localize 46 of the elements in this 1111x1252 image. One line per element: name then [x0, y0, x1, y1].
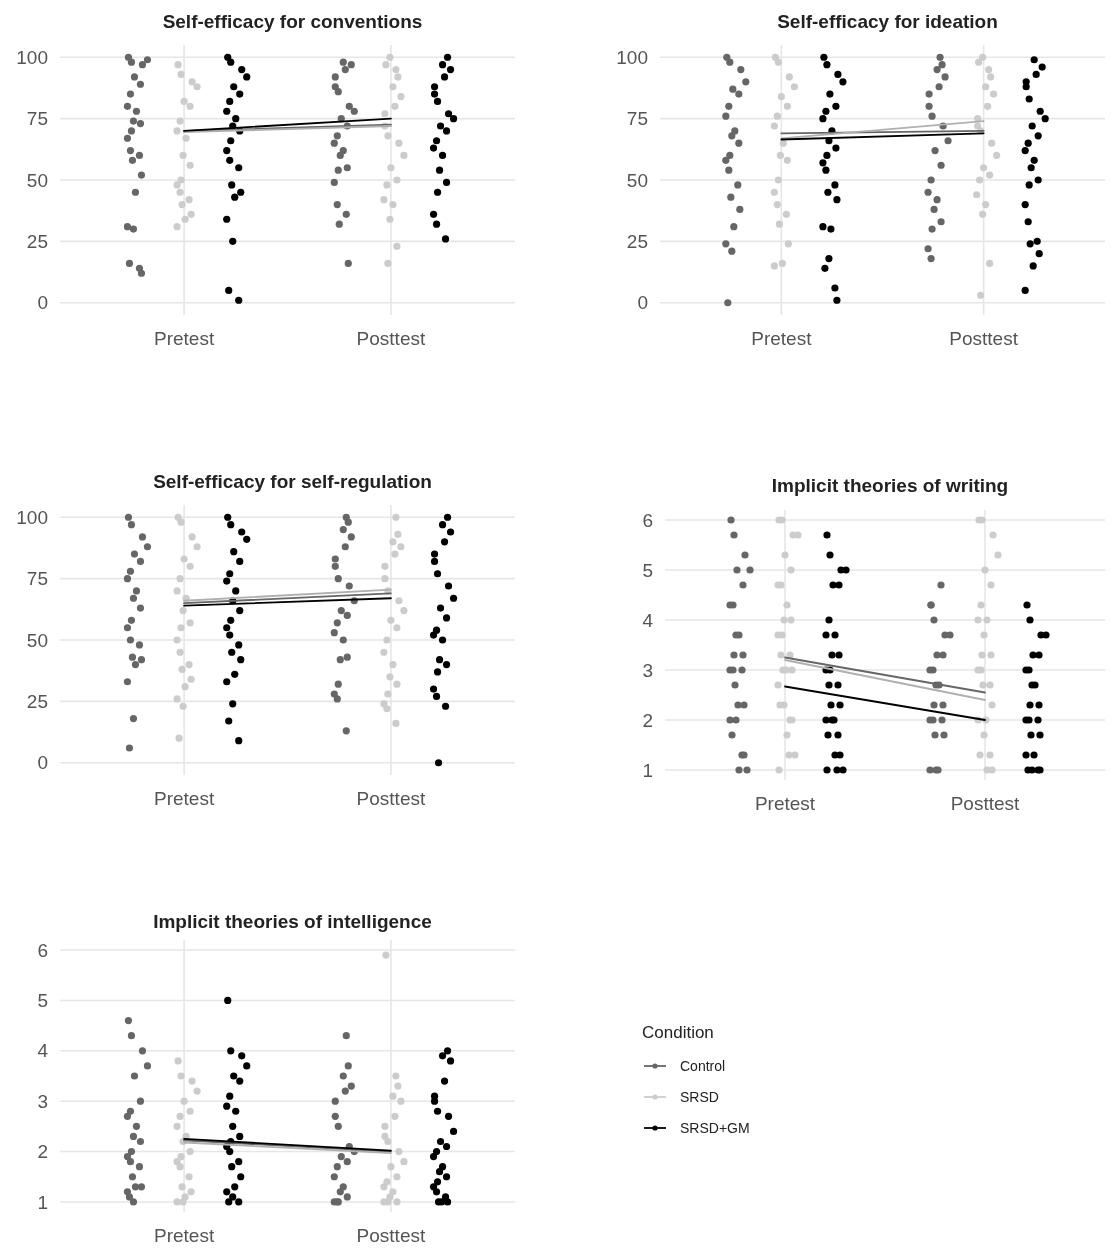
y-tick-label: 3 [37, 1090, 48, 1112]
x-tick-label: Posttest [356, 1225, 426, 1246]
y-tick-label: 1 [642, 759, 653, 781]
x-tick-label: Pretest [754, 793, 816, 814]
y-tick-label: 100 [16, 506, 48, 528]
y-tick-label: 0 [37, 292, 48, 314]
y-tick-label: 50 [26, 169, 48, 191]
y-tick-label: 25 [26, 231, 48, 253]
y-tick-label: 25 [626, 231, 648, 253]
legend-title: Condition [642, 1023, 714, 1042]
y-tick-label: 100 [616, 46, 648, 68]
legend-label: SRSD [680, 1089, 719, 1105]
legend-label: SRSD+GM [680, 1120, 750, 1136]
y-tick-label: 1 [37, 1191, 48, 1213]
y-tick-label: 25 [26, 691, 48, 713]
y-tick-label: 6 [642, 509, 653, 531]
chart-title: Self-efficacy for ideation [777, 11, 998, 32]
chart-title: Self-efficacy for self-regulation [153, 471, 432, 492]
y-tick-label: 4 [37, 1040, 49, 1062]
y-tick-label: 100 [16, 46, 48, 68]
x-tick-label: Posttest [356, 328, 426, 349]
chart-title: Implicit theories of intelligence [153, 911, 432, 932]
chart-title: Implicit theories of writing [771, 475, 1009, 496]
x-tick-label: Posttest [950, 793, 1021, 814]
y-tick-label: 5 [642, 559, 653, 581]
x-tick-label: Pretest [153, 328, 215, 349]
y-tick-label: 75 [26, 108, 48, 130]
y-tick-label: 2 [642, 709, 653, 731]
x-tick-label: Posttest [356, 788, 426, 809]
chart-title: Self-efficacy for conventions [162, 11, 423, 32]
y-tick-label: 2 [37, 1141, 48, 1163]
x-tick-label: Pretest [153, 788, 215, 809]
y-tick-label: 50 [26, 629, 48, 651]
y-tick-label: 0 [37, 752, 48, 774]
y-tick-label: 0 [637, 292, 648, 314]
y-tick-label: 75 [626, 108, 648, 130]
y-tick-label: 6 [37, 939, 48, 961]
y-tick-label: 50 [626, 169, 648, 191]
y-tick-label: 5 [37, 990, 48, 1012]
x-tick-label: Pretest [751, 328, 813, 349]
y-tick-label: 3 [642, 659, 653, 681]
x-tick-label: Posttest [949, 328, 1019, 349]
y-tick-label: 75 [26, 568, 48, 590]
x-tick-label: Pretest [153, 1225, 215, 1246]
legend-label: Control [680, 1058, 726, 1074]
y-tick-label: 4 [642, 609, 654, 631]
